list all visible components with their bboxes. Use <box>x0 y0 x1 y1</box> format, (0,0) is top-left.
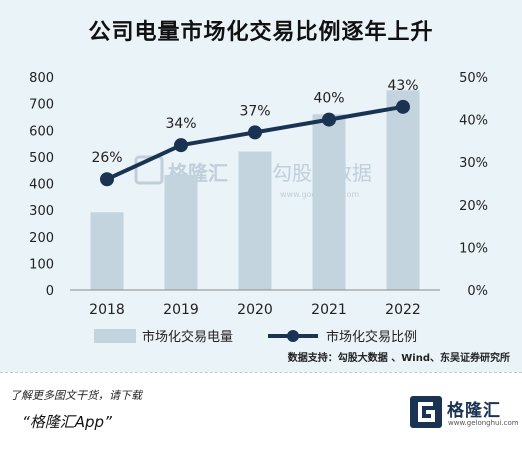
y-right-tick-label: 30% <box>459 156 488 171</box>
legend-bar-label: 市场化交易电量 <box>142 329 233 345</box>
chart-panel: 公司电量市场化交易比例逐年上升 格隆汇勾股大数据www.gogudata.com… <box>0 0 522 372</box>
y-left-tick-label: 200 <box>29 231 54 246</box>
data-label: 26% <box>91 150 122 166</box>
data-label: 34% <box>165 116 196 132</box>
brand-url: www.gelonghui.com <box>448 419 519 427</box>
data-label: 37% <box>239 103 270 119</box>
data-label: 43% <box>387 78 418 94</box>
line-point <box>396 99 410 114</box>
bar <box>312 114 346 291</box>
line-point <box>174 138 188 153</box>
y-left-tick-label: 100 <box>29 257 54 272</box>
chart-title: 公司电量市场化交易比例逐年上升 <box>88 20 434 45</box>
bar <box>90 212 124 290</box>
brand-name: 格隆汇 <box>447 401 501 421</box>
bar <box>164 174 198 290</box>
bar <box>386 90 420 290</box>
watermark-logo-icon <box>134 155 164 185</box>
y-right-tick-label: 40% <box>459 114 488 129</box>
y-left-tick-label: 300 <box>29 204 54 219</box>
line-point <box>248 125 262 140</box>
y-left-tick-label: 0 <box>46 284 54 299</box>
legend-bar-swatch <box>94 329 136 343</box>
data-label: 40% <box>313 91 344 107</box>
x-tick-label: 2019 <box>163 302 199 318</box>
brand-logo[interactable]: 格隆汇 www.gelonghui.com <box>409 395 519 435</box>
line-point <box>322 112 336 127</box>
footer-divider <box>0 372 522 373</box>
y-right-tick-label: 50% <box>459 71 488 86</box>
y-right-tick-label: 20% <box>459 199 488 214</box>
y-right-tick-label: 10% <box>459 241 488 256</box>
x-tick-label: 2018 <box>89 302 125 318</box>
y-left-tick-label: 800 <box>29 71 54 86</box>
y-left-tick-label: 700 <box>29 98 54 113</box>
footer-app-name: “格隆汇App” <box>22 413 112 431</box>
x-tick-label: 2022 <box>385 302 421 318</box>
source-note: 数据支持：勾股大数据 、Wind、东吴证券研究所 <box>287 353 510 364</box>
y-left-tick-label: 600 <box>29 124 54 139</box>
footer-note: 了解更多图文干货，请下载 <box>10 389 142 402</box>
y-right-tick-label: 0% <box>467 284 488 299</box>
chart-svg: 格隆汇勾股大数据www.gogudata.com0100200300400500… <box>29 71 488 345</box>
gelonghui-g-logo-icon <box>410 396 442 428</box>
legend-line-label: 市场化交易比例 <box>326 329 417 345</box>
x-tick-label: 2020 <box>237 302 273 318</box>
bar <box>238 151 272 290</box>
line-point <box>100 172 114 187</box>
x-tick-label: 2021 <box>311 302 347 318</box>
y-left-tick-label: 400 <box>29 178 54 193</box>
y-left-tick-label: 500 <box>29 151 54 166</box>
legend-line-marker <box>287 330 299 342</box>
